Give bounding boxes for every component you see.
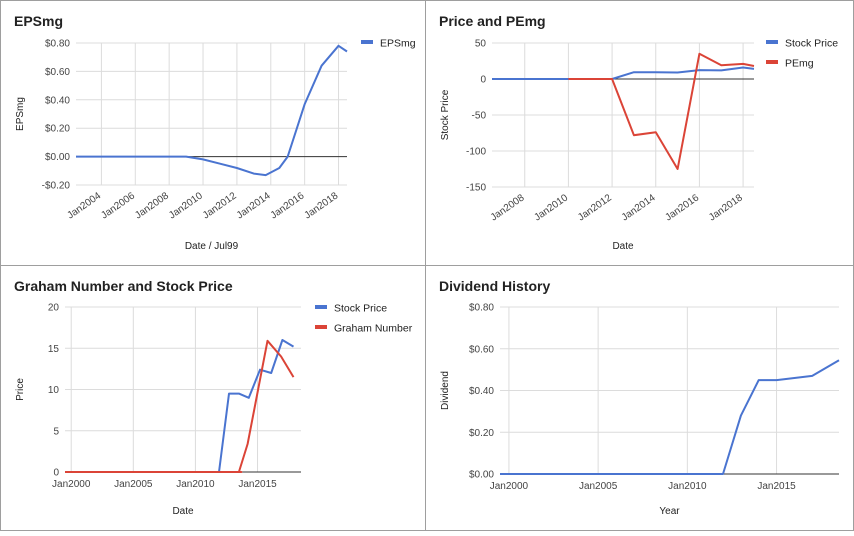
x-tick-label: Jan2018 xyxy=(707,192,745,223)
y-tick-label: $0.80 xyxy=(45,39,70,50)
y-tick-label: 20 xyxy=(48,303,60,314)
graham-chart-panel: Graham Number and Stock Price Jan2000 Jan… xyxy=(0,265,426,531)
chart-title: Graham Number and Stock Price xyxy=(14,278,233,294)
chart-title: Price and PEmg xyxy=(439,13,546,29)
y-tick-label: 50 xyxy=(475,39,487,50)
x-tick-label: Jan2000 xyxy=(52,479,91,490)
x-tick-label: Jan2012 xyxy=(201,190,239,221)
legend-label: PEmg xyxy=(785,58,814,70)
x-tick-label: Jan2016 xyxy=(663,192,701,223)
series-line-stock-price xyxy=(65,339,295,473)
graham-chart: Jan2000 Jan2005 Jan2010 Jan2015 0 5 10 15 20 Date… xyxy=(15,303,413,518)
y-tick-label: 10 xyxy=(48,385,60,396)
legend-swatch xyxy=(315,325,327,329)
chart-title: Dividend History xyxy=(439,278,551,294)
y-tick-label: $0.20 xyxy=(45,124,70,135)
series-line-epsmg xyxy=(76,44,348,177)
y-tick-label: $0.60 xyxy=(45,67,70,78)
series-line-0 xyxy=(500,359,840,475)
x-axis-label: Date / Jul99 xyxy=(185,241,239,252)
y-tick-label: 5 xyxy=(53,426,59,437)
legend-label: Stock Price xyxy=(785,38,838,50)
y-axis-label: Stock Price xyxy=(440,89,451,140)
y-tick-label: $0.20 xyxy=(469,428,494,439)
x-tick-label: Jan2018 xyxy=(303,190,341,221)
x-tick-label: Jan2016 xyxy=(269,190,307,221)
y-tick-label: 0 xyxy=(480,75,486,86)
y-tick-label: 15 xyxy=(48,344,60,355)
legend-swatch xyxy=(315,305,327,309)
legend-label: Stock Price xyxy=(334,303,387,315)
y-tick-label: -150 xyxy=(466,183,486,194)
x-tick-label: Jan2015 xyxy=(757,481,796,492)
x-tick-label: Jan2000 xyxy=(490,481,529,492)
series-line-pemg xyxy=(568,52,755,170)
price-pe-chart-panel: Price and PEmg Jan2008 Jan2010 Jan2012 Jan2… xyxy=(425,0,854,266)
x-tick-label: Jan2008 xyxy=(133,190,171,221)
series-line-stock-price xyxy=(492,66,755,80)
x-tick-label: Jan2010 xyxy=(668,481,707,492)
dividend-chart-panel: Dividend History Jan2000 Jan2005 Jan2010 Ja… xyxy=(425,265,854,531)
y-axis-label: Price xyxy=(15,378,26,401)
x-tick-label: Jan2010 xyxy=(167,190,205,221)
x-axis-label: Date xyxy=(172,506,194,517)
legend-label: EPSmg xyxy=(380,38,416,50)
x-tick-label: Jan2010 xyxy=(532,192,570,223)
y-tick-label: $0.00 xyxy=(469,470,494,481)
price-pe-chart: Jan2008 Jan2010 Jan2012 Jan2014 Jan2016 Jan20… xyxy=(440,38,838,253)
y-tick-label: $0.00 xyxy=(45,152,70,163)
series-line-graham-number xyxy=(65,339,295,473)
legend-label: Graham Number xyxy=(334,323,413,335)
x-tick-label: Jan2005 xyxy=(579,481,618,492)
y-tick-label: -$0.20 xyxy=(42,181,71,192)
eps-chart: Jan2004Jan2006Jan2008Jan2010Jan2012Jan20… xyxy=(15,38,416,253)
y-tick-label: $0.80 xyxy=(469,303,494,314)
y-tick-label: -100 xyxy=(466,147,486,158)
y-axis-label: Dividend xyxy=(440,371,451,410)
x-tick-label: Jan2006 xyxy=(99,190,137,221)
x-tick-label: Jan2005 xyxy=(114,479,153,490)
chart-title: EPSmg xyxy=(14,13,64,29)
x-axis-label: Date xyxy=(612,241,634,252)
y-tick-label: $0.40 xyxy=(469,386,494,397)
eps-chart-panel: EPSmg Jan2004 Jan2006 Jan2008 Jan2010 Jan201… xyxy=(0,0,426,266)
y-tick-label: $0.60 xyxy=(469,344,494,355)
y-tick-label: $0.40 xyxy=(45,95,70,106)
x-tick-label: Jan2010 xyxy=(176,479,215,490)
x-tick-label: Jan2004 xyxy=(65,190,103,221)
y-tick-label: 0 xyxy=(53,468,59,479)
dividend-chart: Jan2000 Jan2005 Jan2010 Jan2015 $0.00 $0.20 $0… xyxy=(440,303,840,517)
legend-swatch xyxy=(766,60,778,64)
x-tick-label: Jan2015 xyxy=(238,479,277,490)
x-axis-label: Year xyxy=(659,506,680,517)
x-tick-label: Jan2012 xyxy=(576,192,614,223)
x-tick-label: Jan2008 xyxy=(489,192,527,223)
legend-swatch xyxy=(361,40,373,44)
y-axis-label: EPSmg xyxy=(15,97,26,131)
legend-swatch xyxy=(766,40,778,44)
y-tick-label: -50 xyxy=(472,111,487,122)
x-tick-label: Jan2014 xyxy=(235,190,273,221)
x-tick-label: Jan2014 xyxy=(620,192,658,223)
